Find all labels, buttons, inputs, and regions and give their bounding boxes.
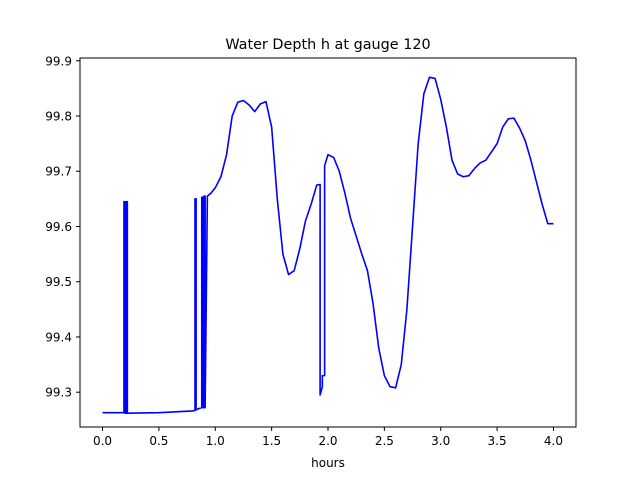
x-axis: 0.0 0.5 1.0 1.5 2.0 2.5 3.0 3.5 4.0 — [93, 427, 563, 448]
x-tick-label: 0.5 — [149, 434, 168, 448]
series-line-0 — [102, 76, 554, 414]
y-tick-label: 99.5 — [45, 275, 72, 289]
y-axis: 99.3 99.4 99.5 99.6 99.7 99.8 99.9 — [45, 54, 80, 400]
x-tick-label: 3.5 — [488, 434, 507, 448]
y-tick-label: 99.7 — [45, 165, 72, 179]
y-tick-label: 99.6 — [45, 220, 72, 234]
x-tick-label: 1.0 — [206, 434, 225, 448]
y-tick-label: 99.8 — [45, 110, 72, 124]
x-tick-label: 1.5 — [262, 434, 281, 448]
y-tick-label: 99.4 — [45, 330, 72, 344]
x-tick-label: 0.0 — [93, 434, 112, 448]
x-tick-label: 2.0 — [318, 434, 337, 448]
x-tick-label: 3.0 — [431, 434, 450, 448]
axes-frame — [79, 57, 577, 428]
x-axis-label: hours — [311, 456, 345, 470]
y-tick-label: 99.9 — [45, 54, 72, 68]
x-tick-label: 2.5 — [375, 434, 394, 448]
x-tick-label: 4.0 — [544, 434, 563, 448]
plot-area — [79, 57, 577, 428]
chart-title: Water Depth h at gauge 120 — [225, 37, 430, 53]
y-tick-label: 99.3 — [45, 386, 72, 400]
